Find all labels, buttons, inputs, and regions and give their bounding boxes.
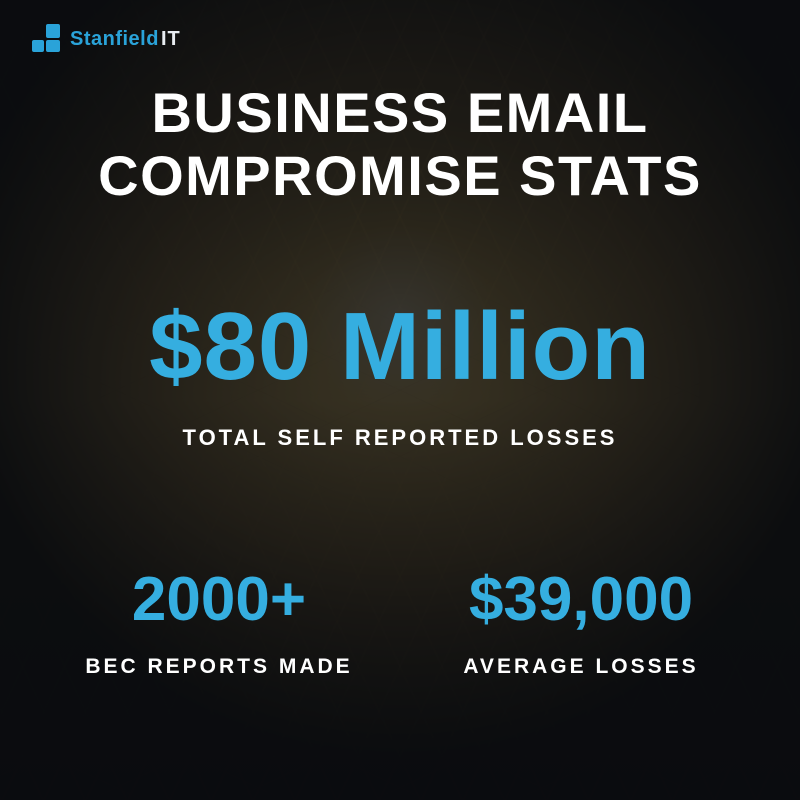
brand-logo: Stanfield IT bbox=[32, 24, 772, 54]
logo-text: Stanfield IT bbox=[70, 28, 181, 51]
page-title: BUSINESS EMAIL COMPROMISE STATS bbox=[28, 82, 772, 207]
title-line-1: BUSINESS EMAIL bbox=[28, 82, 772, 145]
title-line-2: COMPROMISE STATS bbox=[28, 145, 772, 208]
stat-avg-losses: $39,000 AVERAGE LOSSES bbox=[410, 569, 752, 679]
stats-row: 2000+ BEC REPORTS MADE $39,000 AVERAGE L… bbox=[28, 569, 772, 679]
hero-stat-value: $80 Million bbox=[28, 299, 772, 395]
stat-avg-losses-label: AVERAGE LOSSES bbox=[410, 655, 752, 679]
logo-mark-icon bbox=[32, 24, 62, 54]
logo-word-2: IT bbox=[161, 28, 181, 51]
stat-avg-losses-value: $39,000 bbox=[410, 569, 752, 631]
infographic-content: Stanfield IT BUSINESS EMAIL COMPROMISE S… bbox=[0, 0, 800, 800]
stat-reports-value: 2000+ bbox=[48, 569, 390, 631]
stat-reports-label: BEC REPORTS MADE bbox=[48, 655, 390, 679]
hero-stat-label: TOTAL SELF REPORTED LOSSES bbox=[28, 425, 772, 451]
logo-word-1: Stanfield bbox=[70, 28, 159, 51]
hero-stat: $80 Million TOTAL SELF REPORTED LOSSES bbox=[28, 299, 772, 451]
stat-reports: 2000+ BEC REPORTS MADE bbox=[48, 569, 390, 679]
